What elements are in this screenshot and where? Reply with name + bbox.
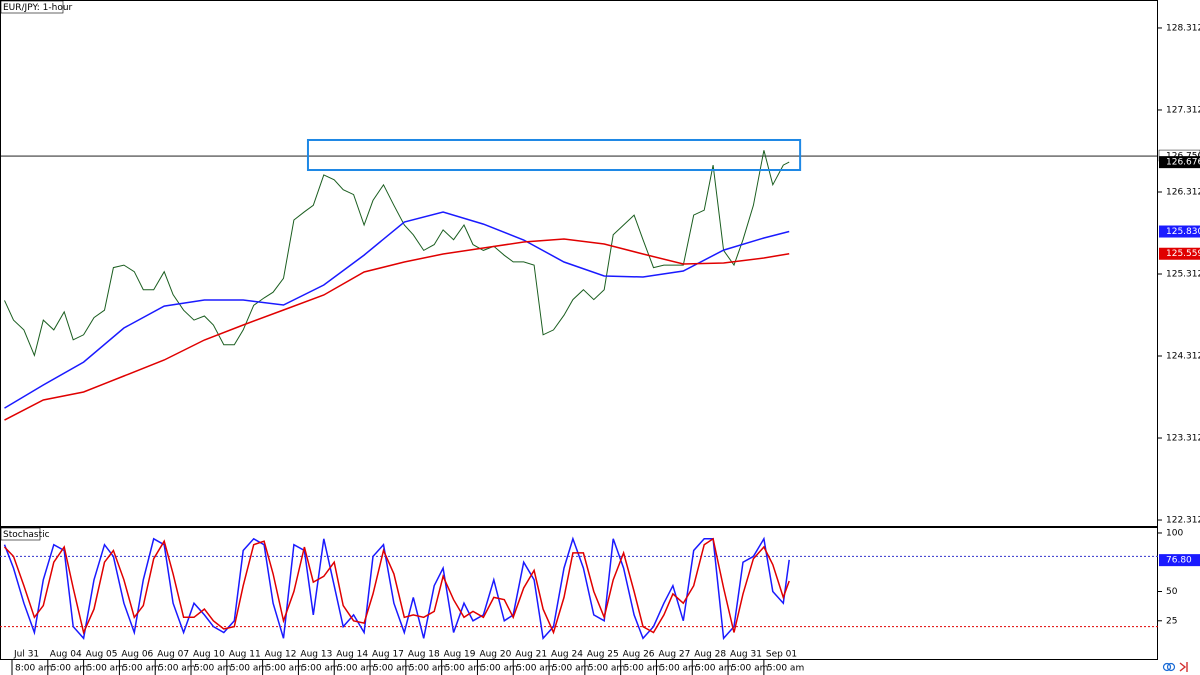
corner-icons — [1162, 662, 1188, 672]
x-tick-label: Aug 17 — [372, 650, 404, 660]
x-tick-label: Aug 19 — [444, 650, 476, 660]
x-tick-label: Aug 13 — [300, 650, 332, 660]
x-sub-label: 5:00 am — [301, 664, 338, 674]
icon — [1162, 662, 1172, 672]
x-tick-label: Aug 11 — [229, 650, 261, 660]
x-sub-label: 5:00 am — [194, 664, 231, 674]
x-tick-label: Aug 26 — [623, 650, 655, 660]
price-label-bg — [1159, 156, 1200, 169]
price-label: 126.676 — [1166, 158, 1200, 168]
x-sub-label: 5:00 am — [51, 664, 88, 674]
x-tick-label: Aug 24 — [551, 650, 583, 660]
x-sub-label: 5:00 am — [480, 664, 517, 674]
chart-title: EUR/JPY: 1-hour — [3, 3, 73, 13]
x-sub-label: 8:00 am — [15, 664, 52, 674]
x-sub-label: 5:00 am — [122, 664, 159, 674]
x-sub-label: 5:00 am — [87, 664, 124, 674]
y-tick-label: 127.312 — [1166, 105, 1200, 115]
x-tick-label: Aug 25 — [587, 650, 619, 660]
x-sub-label: 5:00 am — [445, 664, 482, 674]
x-sub-label: 5:00 am — [624, 664, 661, 674]
x-sub-label: 5:00 am — [373, 664, 410, 674]
icon — [1179, 662, 1188, 672]
price-label: 125.830 — [1166, 227, 1200, 237]
x-tick-label: Aug 10 — [193, 650, 225, 660]
x-tick-label: Aug 18 — [408, 650, 440, 660]
x-sub-label: 5:00 am — [158, 664, 195, 674]
y-tick-label: 128.312 — [1166, 23, 1200, 33]
x-sub-label: 5:00 am — [516, 664, 553, 674]
x-sub-label: 5:00 am — [230, 664, 267, 674]
stochastic-pane — [0, 527, 1158, 660]
x-sub-label: 5:00 am — [695, 664, 732, 674]
x-sub-label: 5:00 am — [588, 664, 625, 674]
y-tick-label: 124.312 — [1166, 352, 1200, 362]
x-tick-label: Aug 04 — [50, 650, 82, 660]
y-tick-label: 100 — [1166, 528, 1183, 538]
x-sub-label: 5:00 am — [659, 664, 696, 674]
x-sub-label: 5:00 am — [266, 664, 303, 674]
y-tick-label: 122.312 — [1166, 516, 1200, 526]
x-tick-label: Aug 14 — [336, 650, 368, 660]
price-label-bg — [1159, 554, 1200, 567]
x-sub-label: 5:00 am — [731, 664, 768, 674]
x-tick-label: Aug 27 — [658, 650, 690, 660]
x-sub-label: 5:00 am — [767, 664, 804, 674]
x-tick-label: Aug 12 — [265, 650, 297, 660]
y-tick-label: 126.312 — [1166, 187, 1200, 197]
y-tick-label: 50 — [1166, 587, 1178, 597]
price-pane — [0, 0, 1158, 527]
x-tick-label: Aug 07 — [157, 650, 189, 660]
series-line — [3, 536, 790, 641]
series-line — [4, 211, 790, 409]
x-tick-label: Aug 20 — [479, 650, 511, 660]
series-line — [4, 238, 790, 421]
y-tick-label: 123.312 — [1166, 434, 1200, 444]
x-sub-label: 5:00 am — [409, 664, 446, 674]
y-tick-label: 25 — [1166, 616, 1177, 626]
icon — [1166, 662, 1176, 672]
price-label: 125.559 — [1166, 249, 1200, 259]
range-box — [306, 138, 802, 172]
y-tick-label: 125.312 — [1166, 269, 1200, 279]
price-label: 76.80 — [1166, 556, 1192, 566]
price-label-bg — [1159, 247, 1200, 260]
x-tick-label: Aug 31 — [730, 650, 762, 660]
x-sub-label: 5:00 am — [552, 664, 589, 674]
title-box — [0, 527, 41, 541]
x-sub-label: 5:00 am — [337, 664, 374, 674]
title-box — [0, 0, 64, 14]
x-tick-label: Jul 31 — [13, 650, 39, 660]
series-line — [3, 537, 790, 635]
x-tick-label: Aug 28 — [694, 650, 726, 660]
pane-title: Stochastic — [3, 530, 50, 540]
series-line — [4, 150, 790, 357]
x-tick-label: Aug 06 — [121, 650, 153, 660]
price-label-bg — [1159, 225, 1200, 238]
x-tick-label: Aug 05 — [86, 650, 118, 660]
x-tick-label: Aug 21 — [515, 650, 547, 660]
x-tick-label: Sep 01 — [766, 650, 797, 660]
